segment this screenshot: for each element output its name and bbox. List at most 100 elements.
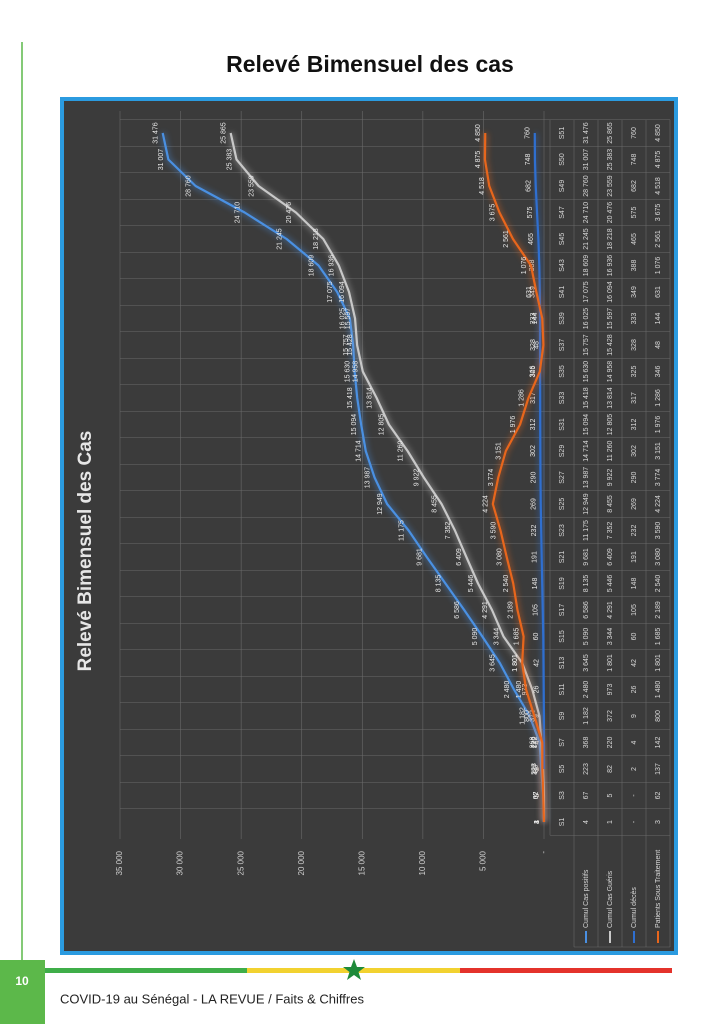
data-label: 1 (534, 820, 541, 824)
y-tick-label: 15 000 (357, 850, 366, 875)
table-cell: 82 (607, 765, 614, 773)
x-tick-label: S37 (559, 339, 566, 352)
data-label: 1 685 (513, 628, 520, 646)
page-heading: Relevé Bimensuel des cas (226, 51, 514, 77)
data-label: 15 418 (347, 387, 354, 409)
data-label: 105 (533, 604, 540, 616)
table-cell: 105 (631, 604, 638, 616)
table-cell: 1 182 (583, 707, 590, 725)
data-label: 16 025 (340, 308, 347, 330)
table-cell: 4 518 (655, 177, 662, 195)
data-label: 18 218 (313, 228, 320, 250)
x-tick-label: S47 (559, 206, 566, 219)
data-label: 2 540 (503, 575, 510, 593)
data-label: 232 (531, 525, 538, 537)
table-cell: 232 (631, 525, 638, 537)
x-tick-label: S21 (559, 551, 566, 564)
data-label: 3 590 (490, 522, 497, 540)
table-cell: 325 (631, 366, 638, 378)
table-cell: 15 597 (607, 308, 614, 330)
table-cell: 748 (631, 154, 638, 166)
table-cell: 137 (655, 763, 662, 775)
data-label: 346 (530, 366, 537, 378)
table-cell: 48 (655, 341, 662, 349)
data-label: 4 291 (482, 601, 489, 619)
table-cell: 682 (631, 180, 638, 192)
x-tick-label: S9 (559, 712, 566, 721)
table-cell: 3 344 (607, 628, 614, 646)
data-label: 191 (532, 551, 539, 563)
table-cell: 2 (631, 767, 638, 771)
data-label: 14 958 (353, 361, 360, 383)
data-label: 3 344 (493, 628, 500, 646)
data-label: 269 (531, 498, 538, 510)
table-cell: 973 (607, 684, 614, 696)
flag-green (45, 968, 247, 973)
table-cell: 1 976 (655, 416, 662, 434)
table-cell: 14 958 (607, 361, 614, 383)
legend-label: Cumul Cas Guéris (607, 870, 614, 928)
table-cell: 3 675 (655, 204, 662, 222)
data-label: 1 076 (521, 257, 528, 275)
table-cell: 12 949 (583, 493, 590, 515)
data-label: 24 710 (234, 202, 241, 224)
table-cell: 31 007 (583, 149, 590, 171)
data-label: 11 175 (398, 520, 405, 541)
data-label: 11 260 (397, 440, 404, 461)
chart-title: Relevé Bimensuel des Cas (75, 431, 96, 672)
series-line (161, 132, 546, 823)
y-tick-label: - (539, 851, 548, 854)
data-label: 21 245 (276, 228, 283, 250)
table-cell: 269 (631, 498, 638, 510)
table-cell: 1 801 (655, 654, 662, 672)
flag-red (460, 968, 672, 973)
x-tick-label: S19 (559, 577, 566, 590)
data-label: 6 409 (456, 548, 463, 566)
data-label: 4 850 (475, 124, 482, 142)
table-cell: 9 922 (607, 469, 614, 487)
series-line (483, 132, 546, 823)
table-cell: 67 (583, 792, 590, 800)
flag-star (343, 959, 365, 980)
table-cell: 42 (631, 659, 638, 667)
table-cell: 9 (631, 714, 638, 718)
table-cell: 25 865 (607, 122, 614, 144)
x-tick-label: S1 (559, 818, 566, 827)
data-label: 13 814 (366, 387, 373, 409)
table-cell: 1 286 (655, 389, 662, 407)
table-cell: 1 076 (655, 257, 662, 275)
data-label: 631 (526, 286, 533, 298)
data-label: 20 476 (286, 202, 293, 224)
table-cell: 60 (631, 633, 638, 641)
data-label: 1 182 (520, 707, 527, 725)
table-cell: 2 480 (583, 681, 590, 699)
table-cell: 23 559 (607, 175, 614, 197)
table-cell: 17 075 (583, 281, 590, 303)
table-cell: 26 (631, 686, 638, 694)
table-cell: 346 (655, 366, 662, 378)
legend-label: Patients Sous Traitement (655, 850, 662, 928)
footer-text: COVID-19 au Sénégal - LA REVUE / Faits &… (60, 991, 364, 1006)
data-label: 13 987 (364, 467, 371, 489)
series-line (229, 132, 546, 823)
data-label: 15 630 (344, 361, 351, 383)
table-cell: 16 025 (583, 308, 590, 330)
table-cell: 372 (607, 710, 614, 722)
x-tick-label: S29 (559, 445, 566, 458)
data-label: 18 609 (308, 255, 315, 277)
table-cell: 349 (631, 286, 638, 298)
data-label: 290 (530, 472, 537, 484)
table-cell: 317 (631, 392, 638, 404)
data-label: 9 681 (417, 548, 424, 566)
x-tick-label: S11 (559, 683, 566, 695)
data-label: 9 922 (414, 469, 421, 487)
table-cell: 7 352 (607, 522, 614, 540)
table-cell: 1 801 (607, 654, 614, 672)
data-label: 333 (530, 313, 537, 325)
x-tick-label: S17 (559, 604, 566, 617)
table-cell: 18 218 (607, 228, 614, 250)
data-label: 312 (530, 419, 537, 431)
table-cell: 3 590 (655, 522, 662, 540)
data-label: 142 (532, 737, 539, 749)
